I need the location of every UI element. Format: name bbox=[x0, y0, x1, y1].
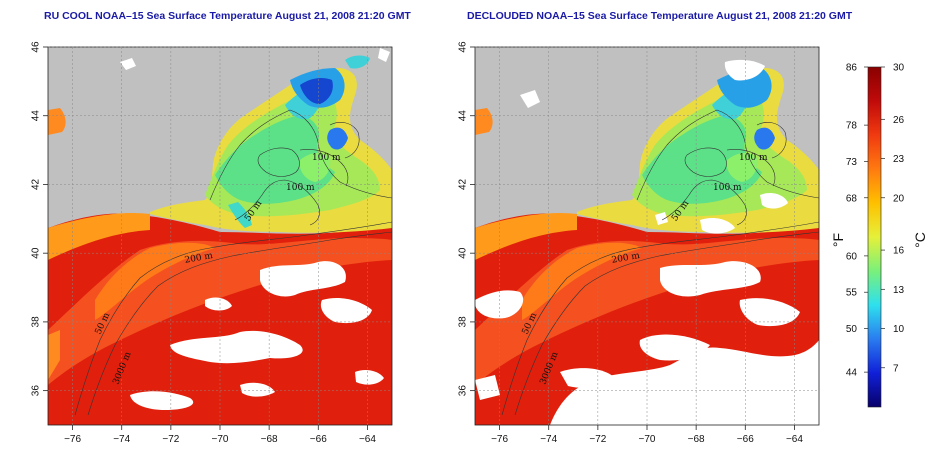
lat-tick-label: 46 bbox=[31, 41, 42, 53]
celsius-unit-label: °C bbox=[912, 232, 928, 248]
lon-tick-label: −76 bbox=[491, 434, 508, 445]
contour-label-200m: 200 m bbox=[611, 251, 641, 266]
lat-tick-label: 40 bbox=[31, 247, 42, 259]
lat-tick-label: 42 bbox=[458, 178, 469, 190]
lat-tick-label: 36 bbox=[31, 385, 42, 397]
right-panel-title: DECLOUDED NOAA–15 Sea Surface Temperatur… bbox=[467, 10, 853, 22]
lon-tick-label: −64 bbox=[359, 434, 376, 445]
colorbar-ramp bbox=[867, 66, 882, 408]
fahrenheit-tick-label: 50 bbox=[846, 324, 858, 335]
lat-tick-label: 44 bbox=[31, 110, 42, 122]
fahrenheit-tick-label: 60 bbox=[846, 251, 858, 262]
contour-label-100m-b: 100 m bbox=[713, 183, 742, 193]
lon-tick-label: −66 bbox=[737, 434, 754, 445]
lon-tick-label: −76 bbox=[64, 434, 81, 445]
contour-label-100m-a: 100 m bbox=[739, 153, 768, 163]
lon-tick-label: −70 bbox=[212, 434, 229, 445]
right-map: 100 m 100 m 50 m 200 m 50 m 3000 m −76 −7… bbox=[458, 41, 820, 445]
celsius-tick-label: 26 bbox=[893, 115, 905, 126]
lon-tick-label: −68 bbox=[688, 434, 705, 445]
contour-label-100m-a: 100 m bbox=[312, 153, 341, 163]
left-bathymetry-contours bbox=[74, 109, 392, 416]
contour-label-100m-b: 100 m bbox=[286, 183, 315, 193]
celsius-tick-label: 16 bbox=[893, 246, 905, 257]
lat-tick-label: 38 bbox=[31, 316, 42, 328]
left-map: 100 m 100 m 50 m 200 m 50 m 3000 m −76 −7… bbox=[31, 41, 393, 445]
fahrenheit-unit-label: °F bbox=[830, 233, 846, 247]
left-panel-title: RU COOL NOAA–15 Sea Surface Temperature … bbox=[44, 10, 411, 22]
fahrenheit-tick-label: 68 bbox=[846, 193, 858, 204]
lon-tick-label: −66 bbox=[310, 434, 327, 445]
lat-tick-label: 36 bbox=[458, 385, 469, 397]
right-bathymetry-contours bbox=[501, 109, 819, 416]
left-graticule bbox=[48, 46, 392, 425]
celsius-tick-label: 30 bbox=[893, 63, 905, 74]
lat-tick-label: 40 bbox=[458, 247, 469, 259]
lon-tick-label: −72 bbox=[589, 434, 606, 445]
lon-tick-label: −70 bbox=[639, 434, 656, 445]
celsius-tick-label: 20 bbox=[893, 193, 905, 204]
celsius-tick-label: 10 bbox=[893, 324, 905, 335]
right-graticule bbox=[475, 46, 819, 425]
celsius-tick-label: 23 bbox=[893, 154, 905, 165]
celsius-tick-label: 13 bbox=[893, 285, 905, 296]
contour-label-200m: 200 m bbox=[184, 251, 214, 266]
fahrenheit-tick-label: 55 bbox=[846, 288, 858, 299]
fahrenheit-tick-label: 78 bbox=[846, 121, 858, 132]
lat-tick-label: 44 bbox=[458, 110, 469, 122]
left-axes: −76 −74 −72 −70 −68 −66 −64 36 38 40 42 44 46 bbox=[31, 41, 377, 445]
celsius-tick-label: 7 bbox=[893, 363, 899, 374]
right-cloud-mask bbox=[475, 59, 819, 425]
right-axes: −76 −74 −72 −70 −68 −66 −64 36 38 40 42 44 46 bbox=[458, 41, 804, 445]
lat-tick-label: 42 bbox=[31, 178, 42, 190]
colorbar: 30 26 23 20 16 13 10 7 86 78 73 68 60 55 50 44 °F °C bbox=[830, 63, 928, 408]
left-clouds bbox=[120, 48, 390, 410]
fahrenheit-tick-label: 86 bbox=[846, 63, 858, 74]
lon-tick-label: −68 bbox=[261, 434, 278, 445]
lat-tick-label: 38 bbox=[458, 316, 469, 328]
lon-tick-label: −72 bbox=[162, 434, 179, 445]
fahrenheit-tick-label: 73 bbox=[846, 157, 858, 168]
lon-tick-label: −74 bbox=[540, 434, 557, 445]
fahrenheit-tick-label: 44 bbox=[846, 368, 858, 379]
lon-tick-label: −74 bbox=[113, 434, 130, 445]
lat-tick-label: 46 bbox=[458, 41, 469, 53]
lon-tick-label: −64 bbox=[786, 434, 803, 445]
colorbar-ticks: 30 26 23 20 16 13 10 7 86 78 73 68 60 55 50 44 bbox=[846, 63, 905, 379]
